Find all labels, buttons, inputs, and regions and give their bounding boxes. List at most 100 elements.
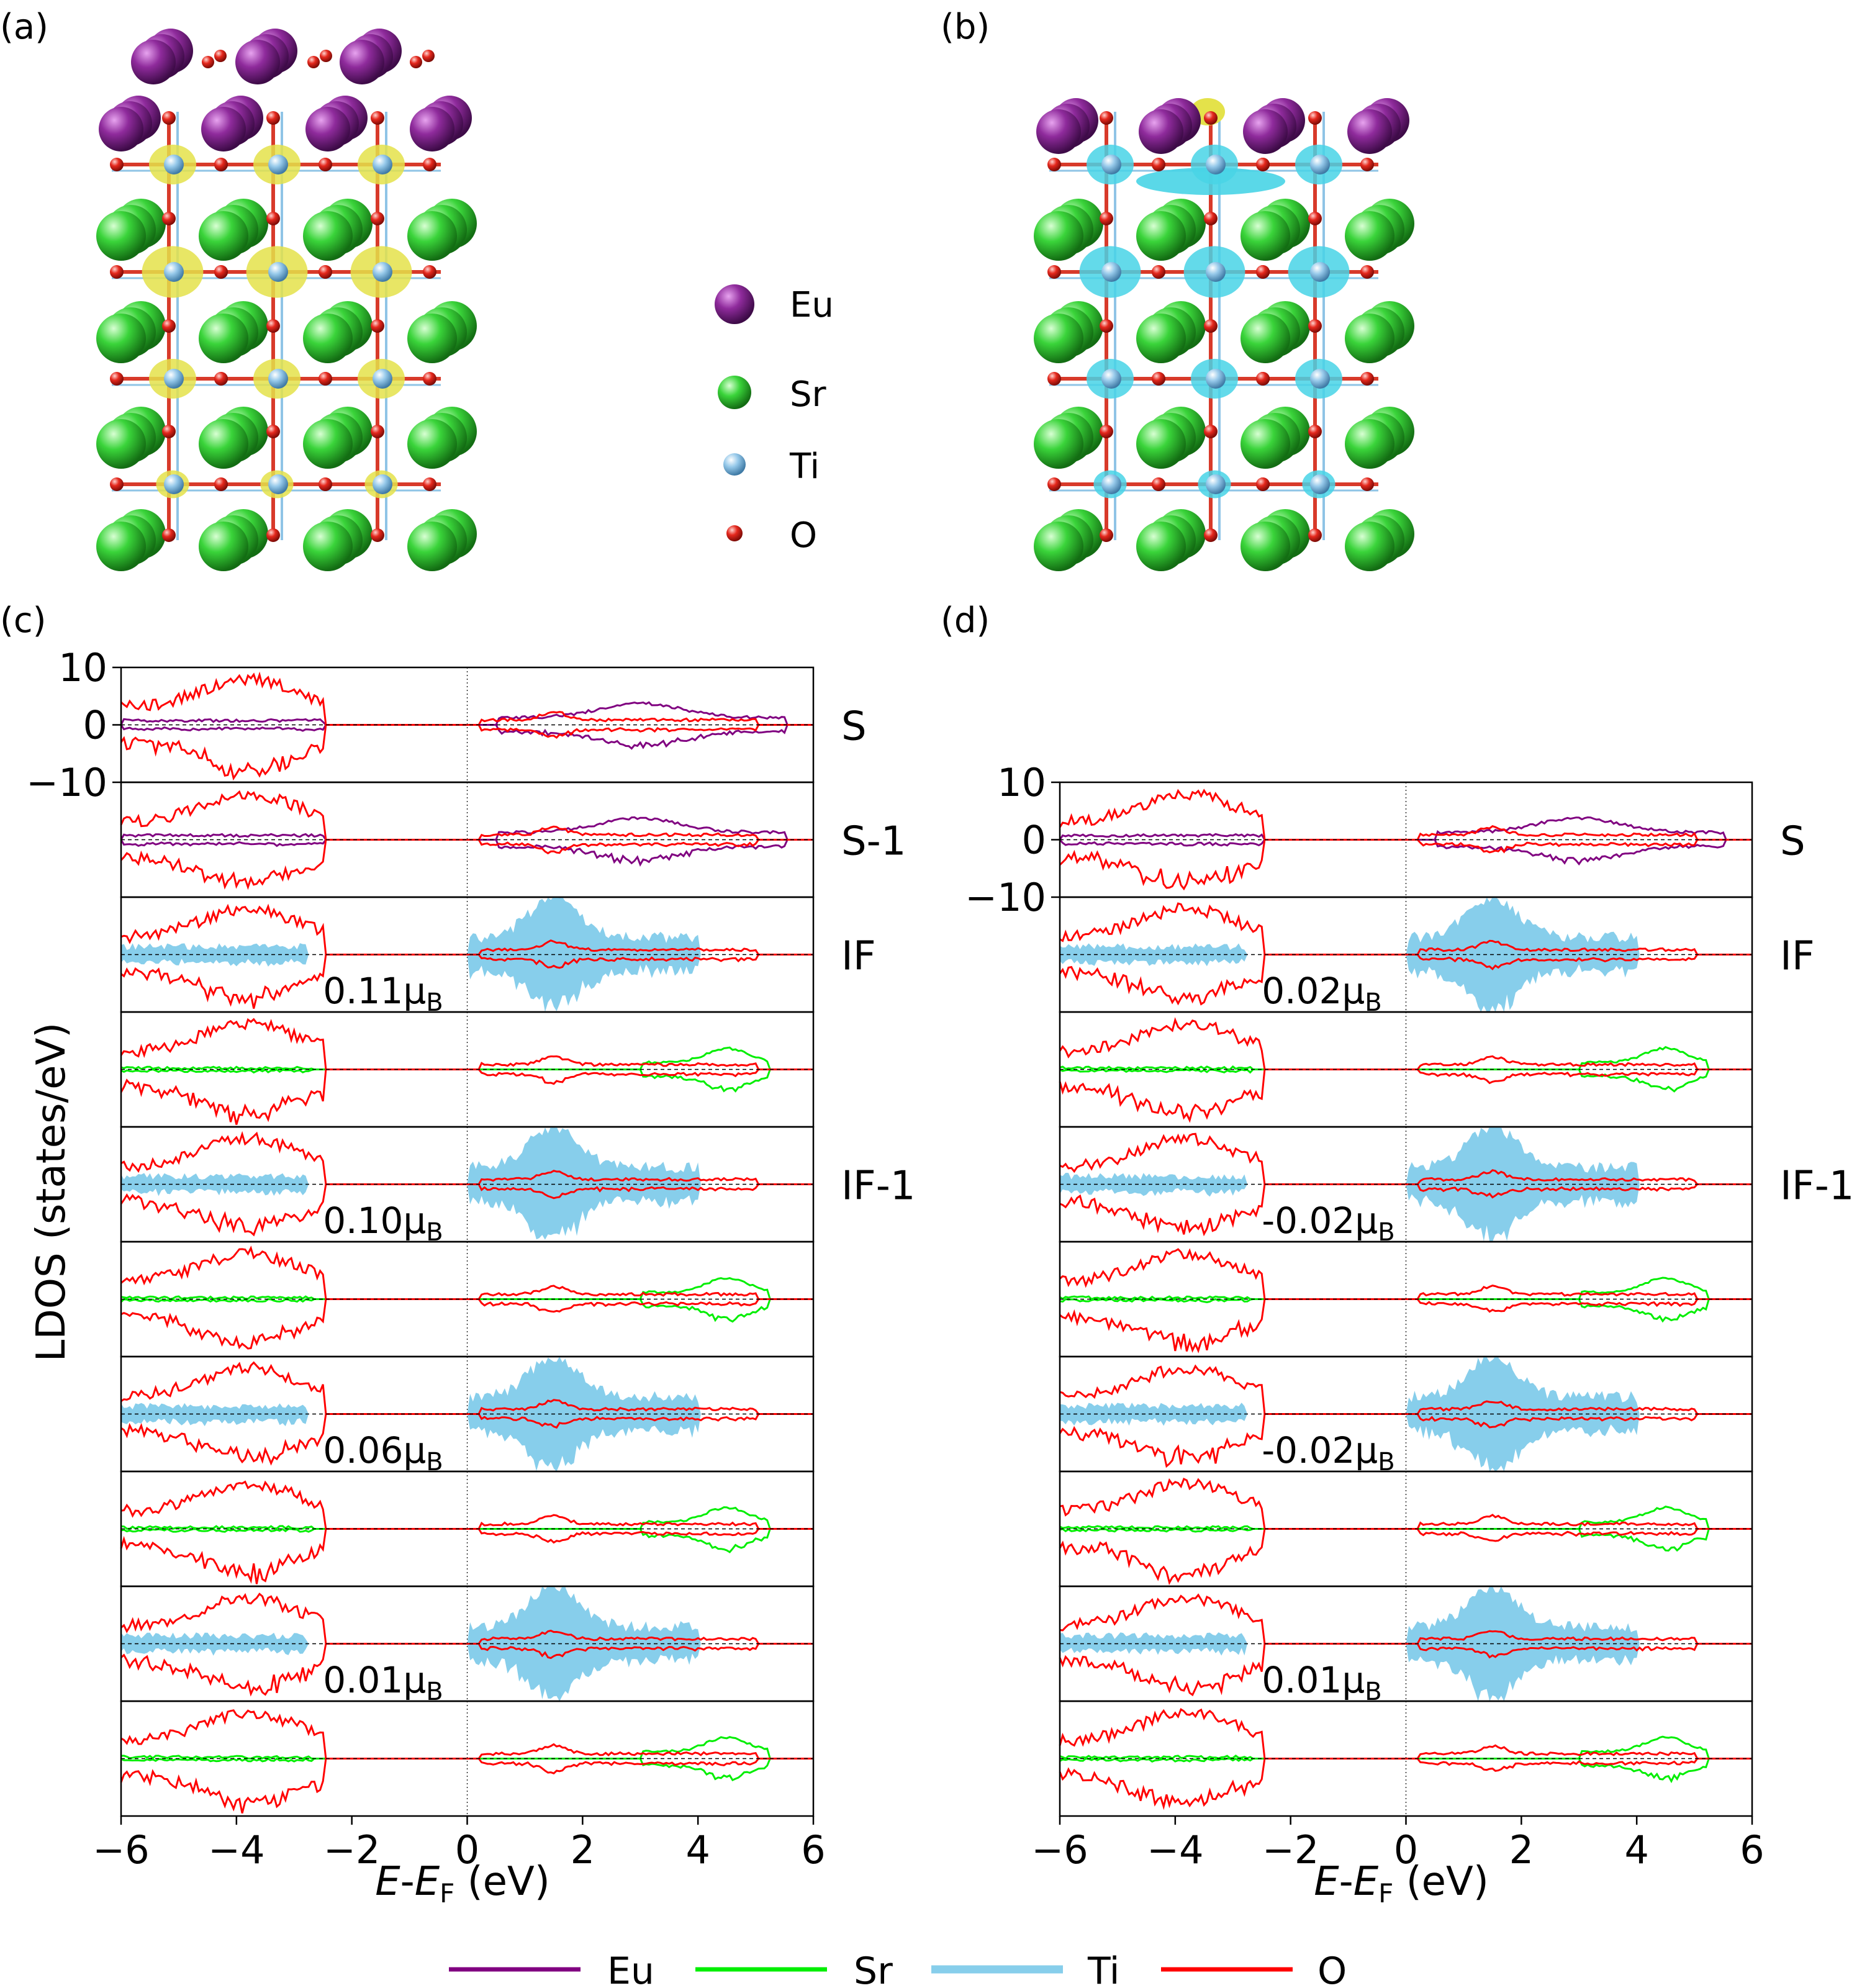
eu-atom: [410, 107, 454, 151]
dos-row: S: [1059, 781, 1806, 898]
o-ldos-spin-up: [120, 671, 813, 726]
dos-row: IF-1 -0.02μB: [1059, 1126, 1855, 1247]
layer-label: S: [1780, 819, 1806, 865]
dos-row: [120, 1011, 815, 1128]
o-atom: [1047, 372, 1061, 386]
o-atom: [1204, 425, 1218, 438]
sr-atom: [407, 314, 457, 363]
eu-atom: [340, 40, 384, 84]
o-ldos-spin-up: [120, 1245, 813, 1300]
dos-row: [120, 1700, 815, 1817]
o-atom: [320, 50, 332, 62]
o-ldos-spin-down: [120, 1528, 813, 1584]
o-ldos-spin-down: [1059, 1528, 1752, 1585]
ti-atom: [373, 155, 392, 174]
y-tick-label: −10: [26, 760, 107, 805]
o-atom: [1308, 319, 1322, 333]
o-atom: [1100, 319, 1113, 333]
o-ldos-spin-down: [120, 839, 813, 890]
o-ldos-spin-up: [1059, 1132, 1752, 1185]
dos-row: 0.06μB: [120, 1355, 815, 1476]
eu-atoms: [99, 29, 472, 151]
crystal-structure-a: [96, 29, 477, 571]
dos-row: S: [120, 666, 867, 784]
o-ldos-spin-down: [120, 1758, 813, 1814]
ti-atom: [164, 474, 184, 494]
x-tick-label: −6: [1031, 1827, 1088, 1873]
sr-atom: [1136, 522, 1186, 571]
x-axis-label-c: E-EF (eV): [375, 1859, 550, 1909]
magnetic-moment-label: 0.01μB: [323, 1659, 443, 1706]
x-tick-label: −4: [208, 1827, 264, 1873]
x-tick-label: 4: [1624, 1827, 1648, 1873]
o-atom: [371, 425, 384, 438]
o-ldos-spin-down: [1059, 1183, 1752, 1237]
sr-ldos-spin-up: [120, 1506, 813, 1530]
legend-label-o: O: [1317, 1950, 1347, 1988]
eu-atom: [1243, 109, 1288, 154]
dos-row: [1059, 1470, 1753, 1588]
o-atom: [162, 425, 176, 438]
eu-atom: [201, 107, 246, 151]
sr-atom: [303, 314, 353, 363]
legend-eu-sphere: [715, 284, 754, 324]
dos-row: 0.01μB: [120, 1585, 815, 1706]
o-atom: [422, 50, 435, 62]
eu-atom: [235, 40, 280, 84]
o-atom: [266, 425, 280, 438]
ti-atom: [164, 155, 184, 174]
y-axis-ticks: 10 0 −10: [26, 645, 121, 805]
ti-atom: [1310, 155, 1330, 174]
y-tick-label: −10: [965, 875, 1046, 920]
dos-row: -0.02μB: [1059, 1355, 1753, 1476]
ti-o-atoms: [110, 50, 436, 542]
panel-label-a: (a): [0, 7, 48, 47]
ti-atom: [373, 474, 392, 494]
dos-row: IF-1 0.10μB: [120, 1126, 916, 1247]
o-atom: [110, 477, 124, 491]
sr-atom: [1345, 522, 1394, 571]
sr-atom: [199, 522, 248, 571]
eu-ldos-spin-down: [1059, 839, 1752, 866]
o-ldos-spin-up: [120, 1131, 813, 1185]
magnetic-moment-label: 0.02μB: [1262, 970, 1382, 1017]
legend-sr-label: Sr: [790, 374, 827, 415]
o-atom: [1204, 111, 1218, 125]
o-atom: [1100, 111, 1113, 125]
dos-legend: Eu Sr Ti O: [449, 1950, 1347, 1988]
o-atom: [110, 372, 124, 386]
x-tick-label: −4: [1147, 1827, 1203, 1873]
sr-atom: [96, 522, 146, 571]
x-axis-ticks: −6 −4 −2 0 2 4 6: [1031, 1816, 1765, 1873]
ti-atom: [268, 262, 288, 282]
o-atom: [1308, 425, 1322, 438]
sr-atom: [1345, 314, 1394, 363]
legend-label-eu: Eu: [607, 1950, 654, 1988]
ti-atom: [164, 369, 184, 389]
y-tick-label: 10: [997, 760, 1046, 805]
sr-atom: [1136, 314, 1186, 363]
sr-atom: [1241, 522, 1290, 571]
sr-atoms: [96, 199, 477, 571]
o-ldos-spin-down: [120, 1298, 813, 1350]
ti-atom: [268, 474, 288, 494]
isosurface-lobe: [1136, 168, 1285, 195]
eu-atom: [99, 107, 143, 151]
dos-row: IF 0.02μB: [1059, 896, 1815, 1017]
o-atom: [1360, 158, 1374, 171]
o-ldos-spin-up: [1059, 902, 1752, 956]
o-ldos-spin-down: [120, 1643, 813, 1697]
o-atom: [1256, 265, 1270, 279]
magnetic-moment-label: 0.10μB: [323, 1200, 443, 1247]
o-atom: [162, 528, 176, 542]
o-atom: [162, 212, 176, 225]
o-ldos-spin-up: [120, 1018, 813, 1070]
o-atom: [319, 265, 332, 279]
o-atom: [1100, 212, 1113, 225]
o-atom: [423, 265, 436, 279]
sr-ldos-spin-up: [1059, 1735, 1752, 1760]
structure-legend: Eu Sr Ti O: [715, 284, 834, 556]
crystal-structure-b: [1034, 98, 1414, 571]
legend-ti-label: Ti: [789, 446, 820, 487]
sr-atom: [96, 419, 146, 469]
